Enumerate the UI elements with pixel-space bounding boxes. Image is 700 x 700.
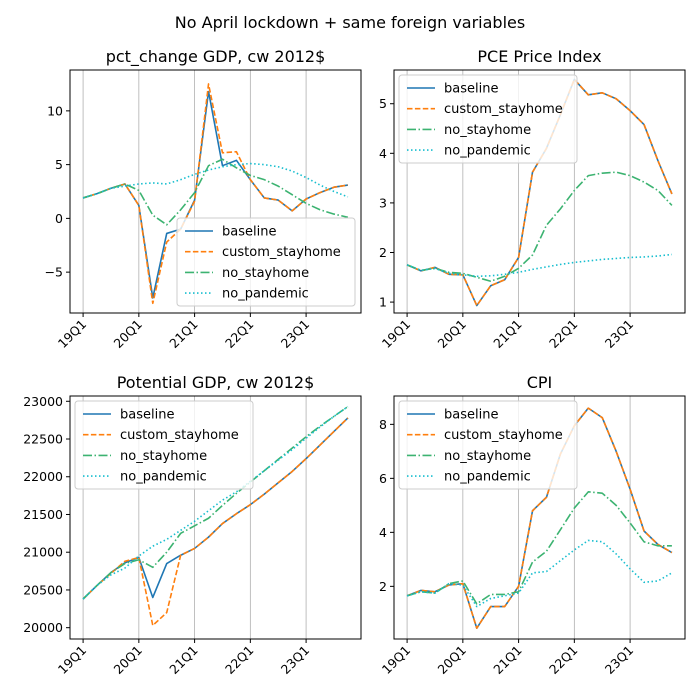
- y-tick-label: 20000: [23, 620, 63, 635]
- x-tick-label: 21Q1: [490, 317, 524, 351]
- legend-label: no_stayhome: [222, 266, 309, 281]
- legend-label: baseline: [222, 225, 276, 240]
- subplot-pce-price-index: PCE Price Index 1 2 3 4 5 19Q1 20Q1 21Q1 22Q1 23Q…: [379, 47, 686, 351]
- subplot-title: pct_change GDP, cw 2012$: [106, 47, 326, 67]
- subplot-cpi: CPI 2 4 6 8 19Q1 20Q1 21Q1 22Q1 23Q1 baseline cust…: [379, 373, 686, 677]
- y-tick-label: 1: [379, 295, 387, 310]
- legend-label: no_stayhome: [444, 123, 531, 138]
- x-tick-label: 19Q1: [55, 643, 89, 677]
- legend-box: [176, 217, 356, 307]
- legend: baseline custom_stayhome no_stayhome no_pan…: [176, 217, 356, 307]
- y-tick-label: 0: [55, 211, 63, 226]
- axes-frame: [69, 395, 362, 640]
- y-tick-label: 8: [379, 417, 387, 432]
- legend-label: custom_stayhome: [444, 428, 563, 443]
- legend-label: custom_stayhome: [444, 102, 563, 117]
- x-tick-label: 19Q1: [379, 317, 413, 351]
- x-tick-label: 22Q1: [546, 643, 580, 677]
- series-line-no_stayhome: [406, 171, 673, 283]
- series-line-no_pandemic: [82, 405, 349, 600]
- legend-box: [398, 74, 578, 164]
- legend-label: baseline: [444, 408, 498, 423]
- y-tick-label: 3: [379, 195, 387, 210]
- x-tick-label: 23Q1: [278, 643, 312, 677]
- x-tick-label: 21Q1: [490, 643, 524, 677]
- x-tick-label: 20Q1: [435, 317, 469, 351]
- series-line-no_pandemic: [82, 162, 349, 199]
- axes-frame: [393, 69, 686, 314]
- y-tick-label: 21000: [23, 545, 63, 560]
- subplot-gdp-pct-change: pct_change GDP, cw 2012$ −5 0 5 10 19Q1 20Q1 2…: [45, 47, 362, 351]
- series-line-no_stayhome: [82, 405, 349, 600]
- legend-label: baseline: [444, 82, 498, 97]
- x-tick-label: 19Q1: [379, 643, 413, 677]
- x-tick-label: 22Q1: [222, 317, 256, 351]
- series-line-no_pandemic: [406, 539, 673, 608]
- legend-label: no_pandemic: [120, 470, 207, 485]
- legend: baseline custom_stayhome no_stayhome no_pan…: [398, 400, 578, 490]
- subplot-potential-gdp: Potential GDP, cw 2012$ 20000 20500 21000 2…: [23, 373, 362, 677]
- legend-label: custom_stayhome: [222, 245, 341, 260]
- y-tick-label: 21500: [23, 507, 63, 522]
- y-tick-label: 5: [55, 157, 63, 172]
- x-tick-label: 21Q1: [166, 643, 200, 677]
- subplot-title: CPI: [527, 373, 553, 392]
- y-tick-label: 2: [379, 245, 387, 260]
- x-tick-label: 20Q1: [435, 643, 469, 677]
- x-tick-label: 19Q1: [55, 317, 89, 351]
- series-line-custom_stayhome: [406, 407, 673, 630]
- x-tick-label: 23Q1: [602, 643, 636, 677]
- axes-frame: [69, 69, 362, 314]
- legend-label: no_pandemic: [444, 470, 531, 485]
- y-tick-label: 4: [379, 146, 387, 161]
- y-tick-label: 10: [47, 103, 63, 118]
- series-line-no_stayhome: [406, 491, 672, 605]
- legend-label: no_stayhome: [444, 449, 531, 464]
- x-tick-label: 22Q1: [222, 643, 256, 677]
- x-tick-label: 22Q1: [546, 317, 580, 351]
- series-line-no_stayhome: [82, 158, 349, 226]
- series-line-custom_stayhome: [406, 78, 673, 307]
- y-tick-label: 20500: [23, 582, 63, 597]
- series-line-custom_stayhome: [82, 417, 349, 627]
- legend-box: [398, 400, 578, 490]
- legend-label: no_stayhome: [120, 449, 207, 464]
- y-tick-label: −5: [45, 265, 63, 280]
- legend-label: baseline: [120, 408, 174, 423]
- legend: baseline custom_stayhome no_stayhome no_pan…: [398, 74, 578, 164]
- y-tick-label: 2: [379, 579, 387, 594]
- x-tick-label: 23Q1: [278, 317, 312, 351]
- legend-label: no_pandemic: [444, 144, 531, 159]
- y-tick-label: 5: [379, 96, 387, 111]
- figure-suptitle: No April lockdown + same foreign variabl…: [175, 13, 525, 32]
- x-tick-label: 20Q1: [111, 643, 145, 677]
- subplot-title: Potential GDP, cw 2012$: [117, 373, 315, 392]
- y-tick-label: 6: [379, 471, 387, 486]
- legend-label: no_pandemic: [222, 287, 309, 302]
- subplot-title: PCE Price Index: [477, 47, 601, 66]
- axes-frame: [393, 395, 686, 640]
- y-tick-label: 23000: [23, 394, 63, 409]
- y-tick-label: 4: [379, 525, 387, 540]
- legend-box: [74, 400, 254, 490]
- legend: baseline custom_stayhome no_stayhome no_pan…: [74, 400, 254, 490]
- y-tick-label: 22500: [23, 432, 63, 447]
- legend-label: custom_stayhome: [120, 428, 239, 443]
- x-tick-label: 21Q1: [166, 317, 200, 351]
- x-tick-label: 23Q1: [602, 317, 636, 351]
- series-line-no_pandemic: [406, 253, 672, 278]
- y-tick-label: 22000: [23, 469, 63, 484]
- x-tick-label: 20Q1: [111, 317, 145, 351]
